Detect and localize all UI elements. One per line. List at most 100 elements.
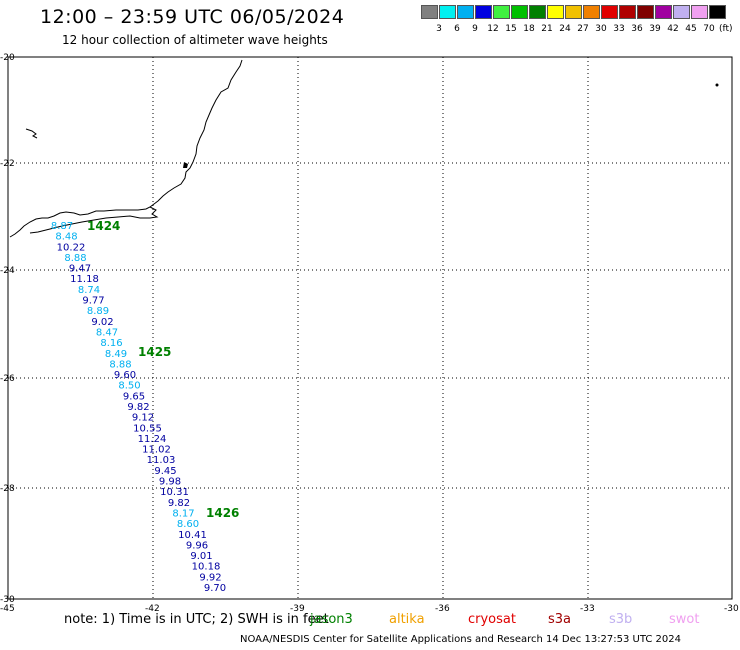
legend-swatch	[511, 5, 528, 19]
legend-unit: (ft)	[719, 24, 733, 34]
legend-label: 30	[595, 24, 607, 34]
wave-height-label: 8.49	[105, 349, 127, 360]
legend-label: 15	[505, 24, 517, 34]
legend-label: 24	[559, 24, 571, 34]
longitude-label: -30	[724, 604, 739, 614]
legend-label: 6	[454, 24, 460, 34]
legend-swatch	[493, 5, 510, 19]
legend-label: 3	[436, 24, 442, 34]
footer-credit: NOAA/NESDIS Center for Satellite Applica…	[240, 634, 682, 645]
wave-height-label: 8.16	[100, 338, 122, 349]
pass-time-label: 1424	[87, 219, 120, 233]
wave-height-label: 11.02	[142, 445, 171, 456]
pass-time-label: 1425	[138, 345, 171, 359]
legend-label: 12	[487, 24, 499, 34]
legend-swatch	[619, 5, 636, 19]
wave-height-label: 9.98	[159, 477, 181, 488]
legend-label: 45	[685, 24, 697, 34]
wave-height-label: 9.96	[186, 540, 208, 551]
footer-note: note: 1) Time is in UTC; 2) SWH is in fe…	[64, 612, 329, 627]
wave-height-label: 9.65	[123, 391, 145, 402]
wave-height-label: 11.03	[147, 455, 176, 466]
longitude-label: -42	[145, 604, 160, 614]
wave-height-label: 8.60	[177, 519, 199, 530]
legend-label: 27	[577, 24, 589, 34]
coastline-detail	[29, 206, 159, 234]
wave-height-label: 8.48	[55, 232, 77, 243]
legend-swatch	[421, 5, 438, 19]
legend-swatch	[691, 5, 708, 19]
satellite-name: s3a	[548, 612, 572, 627]
latitude-label: -20	[0, 53, 15, 63]
longitude-label: -45	[0, 604, 15, 614]
latitude-label: -24	[0, 266, 15, 276]
wave-height-label: 9.77	[82, 296, 104, 307]
page-title: 12:00 – 23:59 UTC 06/05/2024	[40, 6, 345, 28]
wave-height-label: 9.70	[204, 583, 226, 594]
satellite-name: altika	[389, 612, 425, 627]
satellite-name: s3b	[609, 612, 633, 627]
wave-height-label: 8.50	[118, 381, 140, 392]
legend-swatch	[565, 5, 582, 19]
wave-height-label: 9.12	[132, 413, 154, 424]
satellite-name: jason3	[310, 612, 353, 627]
longitude-label: -33	[580, 604, 595, 614]
page-subtitle: 12 hour collection of altimeter wave hei…	[62, 33, 328, 47]
legend-swatch	[457, 5, 474, 19]
wave-height-label: 8.88	[109, 359, 131, 370]
legend-label: 9	[472, 24, 478, 34]
legend-swatch	[583, 5, 600, 19]
legend-swatch	[601, 5, 618, 19]
wave-height-label: 10.18	[192, 562, 221, 573]
latitude-label: -28	[0, 484, 15, 494]
pass-time-label: 1426	[206, 506, 239, 520]
island	[25, 128, 38, 139]
wave-height-label: 11.18	[70, 274, 99, 285]
wave-height-label: 9.47	[69, 264, 91, 275]
legend-swatch	[547, 5, 564, 19]
island	[715, 83, 719, 87]
wave-height-label: 10.41	[178, 530, 207, 541]
legend-label: 33	[613, 24, 625, 34]
legend-label: 42	[667, 24, 679, 34]
wave-height-label: 9.60	[114, 370, 136, 381]
wave-height-label: 10.31	[160, 487, 189, 498]
wave-height-label: 9.01	[190, 551, 212, 562]
wave-height-label: 8.88	[64, 253, 86, 264]
wave-height-label: 8.17	[172, 508, 194, 519]
latitude-label: -30	[0, 595, 15, 605]
wave-height-label: 9.82	[127, 402, 149, 413]
latitude-label: -26	[0, 374, 15, 384]
legend-label: 18	[523, 24, 535, 34]
graticule: -20-22-24-26-28-30-45 -42 -39 -36 -33 -30	[0, 53, 739, 614]
legend-label: 70	[703, 24, 715, 34]
wave-height-label: 10.22	[57, 242, 86, 253]
satellite-name: swot	[669, 612, 700, 627]
coastline	[9, 59, 243, 238]
altimeter-track: 8.878.4810.228.889.4711.188.749.778.899.…	[51, 219, 240, 594]
legend-label: 21	[541, 24, 553, 34]
wave-height-label: 8.74	[78, 285, 100, 296]
wave-height-label: 9.82	[168, 498, 190, 509]
latitude-label: -22	[0, 159, 15, 169]
legend-swatch	[655, 5, 672, 19]
wave-height-label: 8.47	[96, 327, 118, 338]
satellite-name: cryosat	[468, 612, 516, 627]
map-frame	[7, 56, 733, 600]
wave-height-label: 9.02	[91, 317, 113, 328]
wave-height-label: 11.24	[138, 434, 167, 445]
legend-label: 36	[631, 24, 643, 34]
legend-label: 39	[649, 24, 661, 34]
legend-swatch	[529, 5, 546, 19]
wave-height-label: 10.55	[133, 423, 162, 434]
wave-height-label: 9.92	[199, 572, 221, 583]
longitude-label: -36	[435, 604, 450, 614]
legend-swatch	[475, 5, 492, 19]
wave-height-label: 9.45	[154, 466, 176, 477]
island	[183, 162, 188, 168]
wave-height-label: 8.89	[87, 306, 109, 317]
legend-swatch	[673, 5, 690, 19]
legend-swatch	[637, 5, 654, 19]
legend-swatch	[709, 5, 726, 19]
